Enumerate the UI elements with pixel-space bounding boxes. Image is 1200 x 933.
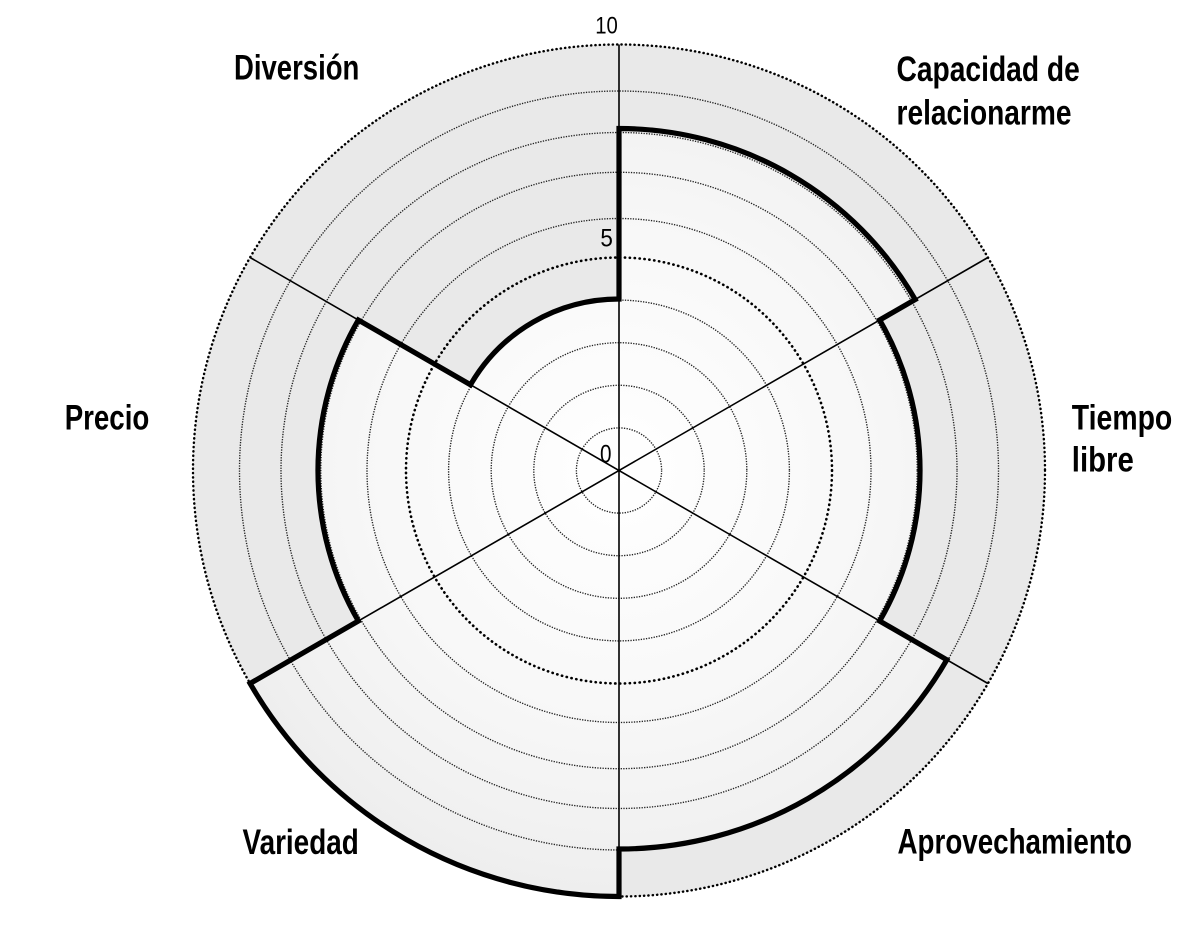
svg-text:Capacidad de: Capacidad de [897, 50, 1080, 89]
svg-text:Precio: Precio [65, 398, 150, 437]
svg-text:Diversión: Diversión [234, 49, 359, 88]
svg-text:10: 10 [595, 13, 618, 40]
svg-text:Aprovechamiento: Aprovechamiento [898, 823, 1133, 862]
svg-text:Tiempo: Tiempo [1072, 399, 1173, 438]
svg-text:0: 0 [600, 441, 612, 469]
svg-text:relacionarme: relacionarme [897, 94, 1072, 133]
svg-text:5: 5 [600, 225, 613, 253]
svg-text:libre: libre [1072, 441, 1134, 480]
svg-text:Variedad: Variedad [243, 823, 359, 862]
